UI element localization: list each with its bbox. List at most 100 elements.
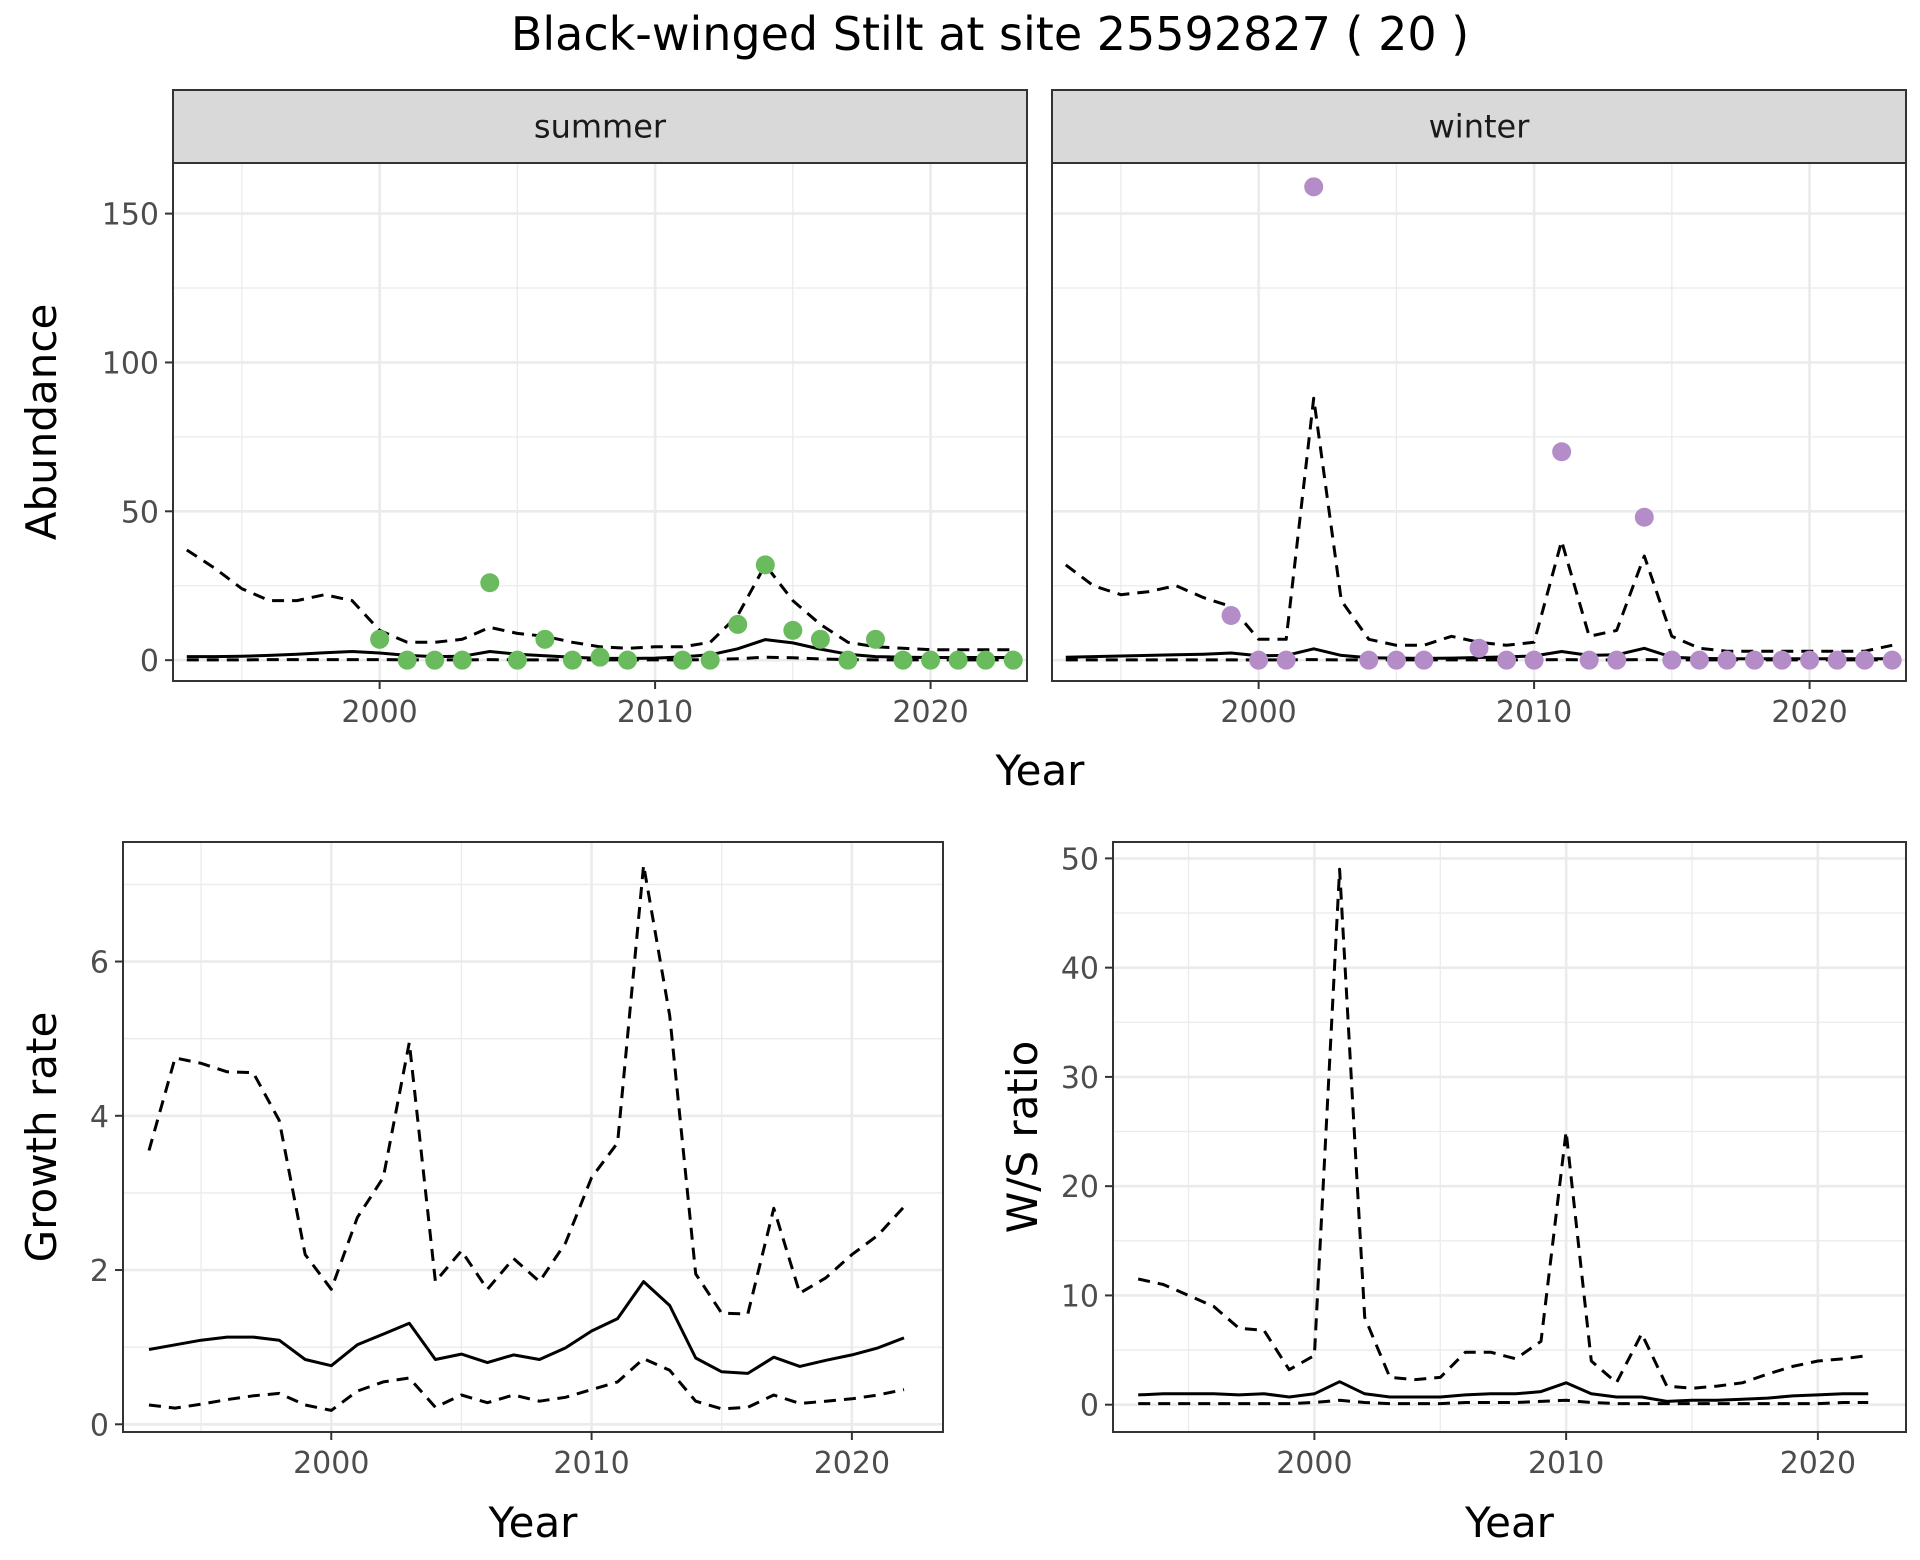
grid — [123, 842, 943, 1432]
data-point — [1304, 177, 1324, 197]
plot-background — [173, 163, 1027, 681]
y-tick-label: 50 — [121, 495, 159, 530]
lower-line — [186, 655, 1014, 662]
data-point — [1579, 650, 1599, 670]
lower-line — [1138, 1398, 1869, 1406]
abundance-x-axis-label: Year — [995, 746, 1086, 795]
x-tick-label: 2000 — [293, 1446, 369, 1481]
y-tick-label: 2 — [90, 1254, 109, 1289]
data-point — [1497, 650, 1517, 670]
data-point — [673, 650, 693, 670]
plot-background — [1113, 842, 1906, 1432]
data-point — [976, 650, 996, 670]
data-point — [838, 650, 858, 670]
data-point — [1662, 650, 1682, 670]
data-point — [1717, 650, 1737, 670]
grid — [1113, 842, 1906, 1432]
data-point — [921, 650, 941, 670]
upper-line — [1064, 396, 1893, 653]
data-point — [480, 573, 500, 593]
x-tick-label: 2000 — [341, 695, 417, 730]
data-point — [1386, 650, 1406, 670]
data-point — [865, 629, 885, 649]
data-point — [1552, 442, 1572, 462]
facet-strip-label: winter — [1429, 108, 1531, 146]
data-point — [452, 650, 472, 670]
data-point — [370, 629, 390, 649]
y-tick-label: 50 — [1061, 842, 1099, 877]
growth-rate-panel: 2000 2010 2020 0 2 4 6 Year Growth rate — [17, 841, 944, 1547]
y-tick-label: 0 — [140, 644, 159, 679]
data-point — [1855, 650, 1875, 670]
data-point — [1276, 650, 1296, 670]
data-point — [562, 650, 582, 670]
data-point — [1003, 650, 1023, 670]
x-tick-label: 2010 — [1496, 695, 1572, 730]
plot-background — [1052, 163, 1906, 681]
data-point — [1772, 650, 1792, 670]
data-point — [893, 650, 913, 670]
data-point — [1800, 650, 1820, 670]
data-point — [1827, 650, 1847, 670]
data-point — [1607, 650, 1627, 670]
data-point — [1469, 638, 1489, 658]
x-tick-label: 2010 — [1528, 1446, 1604, 1481]
data-point — [535, 629, 555, 649]
data-point — [1744, 650, 1764, 670]
y-tick-label: 40 — [1061, 952, 1099, 987]
y-tick-label: 4 — [90, 1100, 109, 1135]
y-tick-label: 10 — [1061, 1279, 1099, 1314]
data-point — [425, 650, 445, 670]
facet-strip-label: summer — [534, 108, 667, 146]
data-point — [1414, 650, 1434, 670]
panel-border — [122, 841, 944, 1433]
x-axis-label: Year — [488, 1498, 579, 1547]
data-point — [1634, 507, 1654, 527]
data-point — [700, 650, 720, 670]
plot-background — [123, 842, 943, 1432]
x-tick-label: 2000 — [1220, 695, 1296, 730]
figure-title: Black-winged Stilt at site 25592827 ( 20… — [511, 7, 1469, 61]
y-tick-label: 0 — [90, 1408, 109, 1443]
lower-line — [148, 1357, 905, 1412]
y-tick-label: 20 — [1061, 1170, 1099, 1205]
facet-strip — [1051, 89, 1907, 164]
data-point — [618, 650, 638, 670]
panel-border — [1112, 841, 1907, 1433]
data-point — [1221, 606, 1241, 626]
winter-panel: winter 2000 2010 2020 — [1051, 89, 1907, 730]
data-point — [1524, 650, 1544, 670]
y-axis-label: Growth rate — [17, 1012, 66, 1263]
x-tick-label: 2020 — [1771, 695, 1847, 730]
data-point — [590, 647, 610, 667]
data-point — [1689, 650, 1709, 670]
y-tick-label: 0 — [1080, 1389, 1099, 1424]
data-point — [783, 620, 803, 640]
y-tick-label: 150 — [102, 198, 159, 233]
facet-strip — [172, 89, 1028, 164]
data-point — [948, 650, 968, 670]
x-tick-label: 2000 — [1276, 1446, 1352, 1481]
x-tick-label: 2010 — [553, 1446, 629, 1481]
x-axis-label: Year — [1464, 1498, 1555, 1547]
y-axis-label: Abundance — [17, 304, 66, 541]
y-tick-label: 6 — [90, 946, 109, 981]
data-point — [507, 650, 527, 670]
y-tick-label: 100 — [102, 346, 159, 381]
fit-line — [1138, 1380, 1869, 1403]
upper-line — [147, 863, 906, 1316]
x-tick-label: 2020 — [892, 695, 968, 730]
data-point — [397, 650, 417, 670]
x-tick-label: 2010 — [617, 695, 693, 730]
data-point — [1882, 650, 1902, 670]
upper-line — [185, 548, 1014, 652]
ws-ratio-panel: 2000 2010 2020 0 10 20 30 40 50 Year W/S ratio — [998, 841, 1907, 1547]
data-point — [755, 555, 775, 575]
fit-line — [148, 1280, 905, 1375]
data-point — [1359, 650, 1379, 670]
x-tick-label: 2020 — [814, 1446, 890, 1481]
data-point — [728, 614, 748, 634]
y-axis-label: W/S ratio — [998, 1041, 1047, 1234]
data-point — [1249, 650, 1269, 670]
